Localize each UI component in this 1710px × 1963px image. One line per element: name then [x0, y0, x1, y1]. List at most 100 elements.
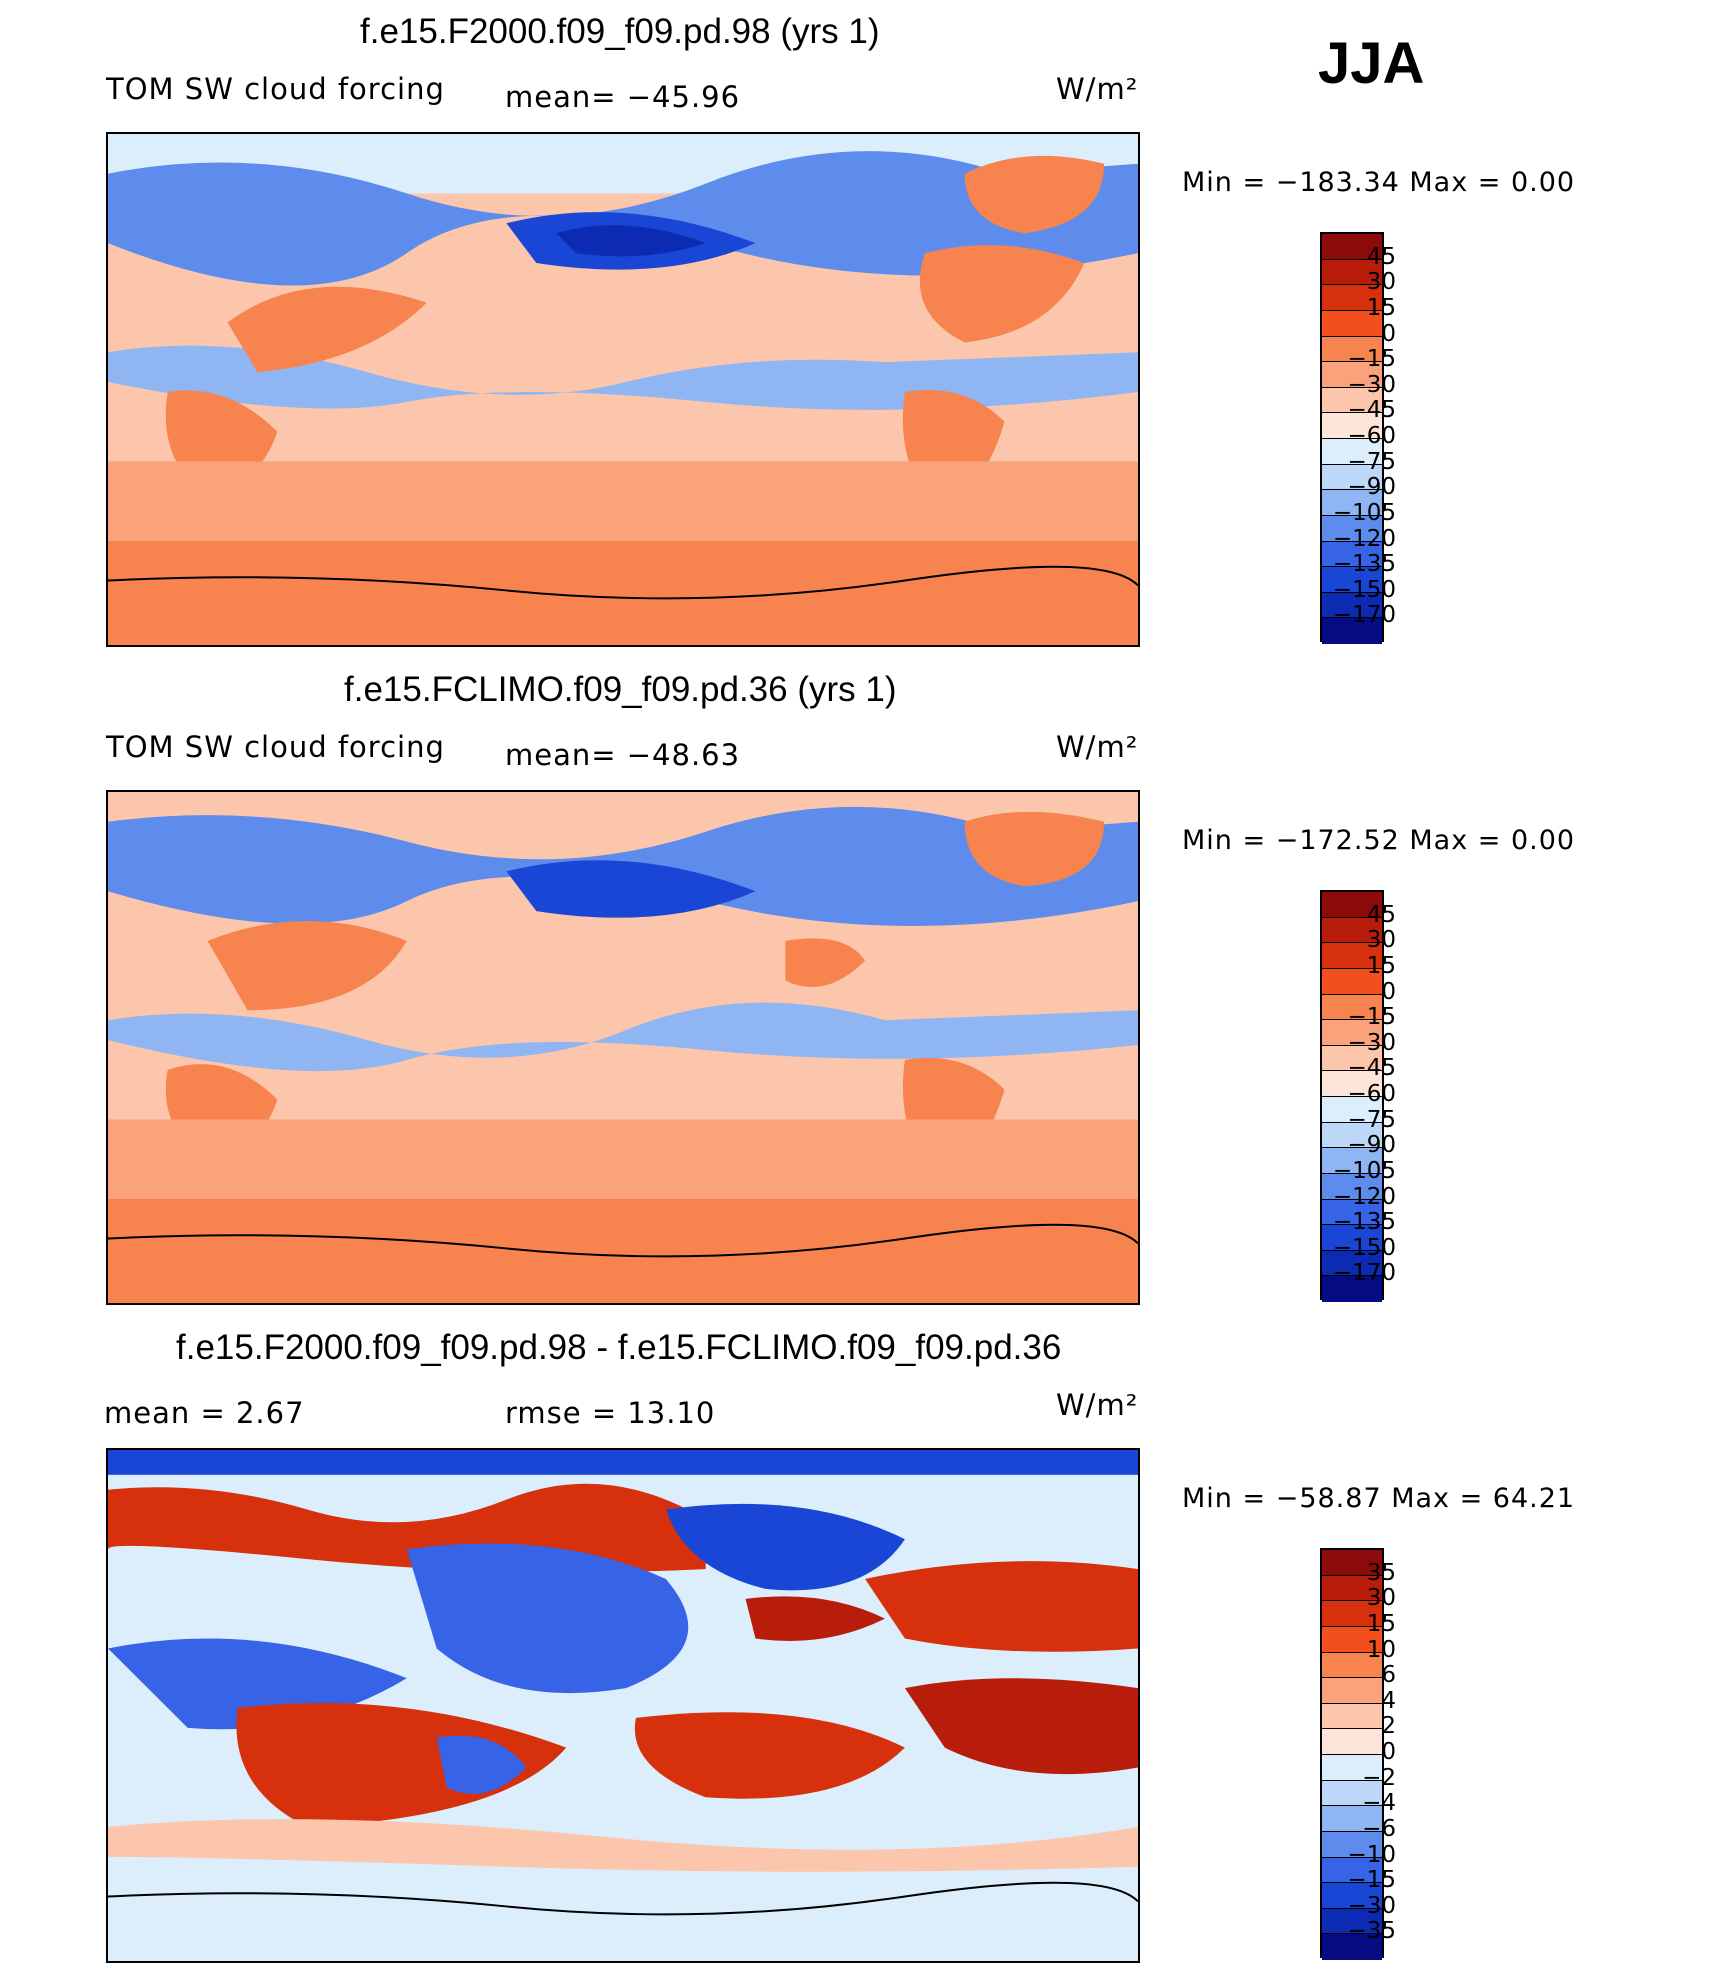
colorbar-level-label: −75 [1347, 448, 1396, 475]
colorbar-swatch [1322, 1755, 1382, 1781]
colorbar-level-label: −6 [1362, 1815, 1396, 1842]
colorbar-swatch [1322, 1780, 1382, 1807]
colorbar-swatch [1322, 567, 1382, 593]
colorbar-level-label: 15 [1366, 952, 1396, 979]
panel-1-colorbar [1320, 232, 1384, 644]
panel-2-title: f.e15.FCLIMO.f09_f09.pd.36 (yrs 1) [344, 670, 897, 709]
colorbar-level-label: −135 [1332, 551, 1396, 578]
panel-3-rmse: rmse = 13.10 [505, 1396, 716, 1430]
panel-1-units: W/m² [1056, 72, 1139, 106]
panel-3-title: f.e15.F2000.f09_f09.pd.98 - f.e15.FCLIMO… [176, 1328, 1062, 1367]
colorbar-swatch [1322, 1908, 1382, 1935]
colorbar-swatch [1322, 1652, 1382, 1679]
colorbar-swatch [1322, 1020, 1382, 1046]
panel-2-mean: mean= −48.63 [505, 738, 741, 772]
colorbar-swatch [1322, 413, 1382, 439]
colorbar-level-label: −4 [1362, 1790, 1396, 1817]
panel-2-min-max: Min = −172.52 Max = 0.00 [1182, 825, 1576, 856]
panel-2-units: W/m² [1056, 730, 1139, 764]
colorbar-level-label: −15 [1347, 1004, 1396, 1031]
colorbar-level-label: −75 [1347, 1106, 1396, 1133]
colorbar-swatch [1322, 310, 1382, 337]
colorbar-level-label: 45 [1366, 901, 1396, 928]
colorbar-swatch [1322, 1934, 1382, 1960]
colorbar-level-label: 10 [1366, 1636, 1396, 1663]
colorbar-level-label: −105 [1332, 499, 1396, 526]
colorbar-swatch [1322, 439, 1382, 465]
colorbar-swatch [1322, 1550, 1382, 1576]
colorbar-level-label: 0 [1381, 320, 1396, 347]
colorbar-swatch [1322, 1831, 1382, 1858]
season-label: JJA [1318, 31, 1425, 96]
panel-1-mean: mean= −45.96 [505, 80, 741, 114]
colorbar-swatch [1322, 1071, 1382, 1097]
colorbar-level-label: −150 [1332, 1234, 1396, 1261]
colorbar-level-label: −60 [1347, 423, 1396, 449]
colorbar-level-label: 30 [1366, 927, 1396, 954]
panel-3-colorbar [1320, 1548, 1384, 1960]
colorbar-swatch [1322, 1857, 1382, 1884]
colorbar-level-label: 30 [1366, 269, 1396, 296]
colorbar-swatch [1322, 362, 1382, 388]
colorbar-level-label: −30 [1347, 1892, 1396, 1919]
colorbar-swatch [1322, 1883, 1382, 1909]
colorbar-swatch [1322, 1575, 1382, 1602]
colorbar-swatch [1322, 1097, 1382, 1123]
panel-1-title: f.e15.F2000.f09_f09.pd.98 (yrs 1) [360, 12, 880, 51]
colorbar-swatch [1322, 336, 1382, 363]
colorbar-swatch [1322, 387, 1382, 414]
colorbar-level-label: 6 [1381, 1662, 1396, 1689]
colorbar-level-label: −170 [1332, 602, 1396, 629]
panel-3-units: W/m² [1056, 1388, 1139, 1422]
colorbar-swatch [1322, 1122, 1382, 1149]
colorbar-level-label: −10 [1347, 1841, 1396, 1868]
colorbar-level-label: −150 [1332, 576, 1396, 603]
colorbar-swatch [1322, 1173, 1382, 1200]
colorbar-level-label: 35 [1366, 1559, 1396, 1586]
colorbar-level-label: −90 [1347, 1132, 1396, 1159]
panel-3-map [106, 1448, 1140, 1963]
colorbar-swatch [1322, 892, 1382, 918]
colorbar-level-label: 15 [1366, 1610, 1396, 1637]
colorbar-swatch [1322, 994, 1382, 1021]
colorbar-swatch [1322, 968, 1382, 995]
colorbar-swatch [1322, 1276, 1382, 1302]
colorbar-level-label: −45 [1347, 1055, 1396, 1082]
colorbar-swatch [1322, 515, 1382, 542]
colorbar-swatch [1322, 917, 1382, 944]
colorbar-level-label: −90 [1347, 474, 1396, 501]
colorbar-swatch [1322, 1199, 1382, 1226]
colorbar-level-label: 0 [1381, 978, 1396, 1005]
panel-2-field [108, 792, 1138, 1303]
colorbar-swatch [1322, 618, 1382, 644]
colorbar-swatch [1322, 1601, 1382, 1627]
colorbar-level-label: −135 [1332, 1209, 1396, 1236]
colorbar-swatch [1322, 1626, 1382, 1653]
colorbar-level-label: 45 [1366, 243, 1396, 270]
colorbar-level-label: 4 [1381, 1687, 1396, 1714]
colorbar-swatch [1322, 285, 1382, 311]
colorbar-swatch [1322, 1678, 1382, 1704]
colorbar-swatch [1322, 1703, 1382, 1730]
colorbar-level-label: −120 [1332, 1183, 1396, 1210]
colorbar-level-label: 2 [1381, 1713, 1396, 1740]
colorbar-level-label: −170 [1332, 1260, 1396, 1287]
colorbar-level-label: 0 [1381, 1739, 1396, 1765]
colorbar-level-label: −30 [1347, 371, 1396, 398]
colorbar-level-label: 30 [1366, 1585, 1396, 1612]
colorbar-swatch [1322, 1148, 1382, 1174]
colorbar-level-label: −60 [1347, 1081, 1396, 1107]
colorbar-swatch [1322, 1250, 1382, 1277]
panel-3-field [108, 1450, 1138, 1961]
colorbar-swatch [1322, 234, 1382, 260]
panel-3-min-max: Min = −58.87 Max = 64.21 [1182, 1483, 1576, 1514]
panel-1-map [106, 132, 1140, 647]
colorbar-swatch [1322, 592, 1382, 619]
colorbar-swatch [1322, 1806, 1382, 1832]
panel-1-field [108, 134, 1138, 645]
panel-3-mean: mean = 2.67 [104, 1396, 305, 1430]
colorbar-level-label: 15 [1366, 294, 1396, 321]
colorbar-swatch [1322, 1729, 1382, 1755]
colorbar-level-label: −45 [1347, 397, 1396, 424]
colorbar-level-label: −35 [1347, 1918, 1396, 1945]
